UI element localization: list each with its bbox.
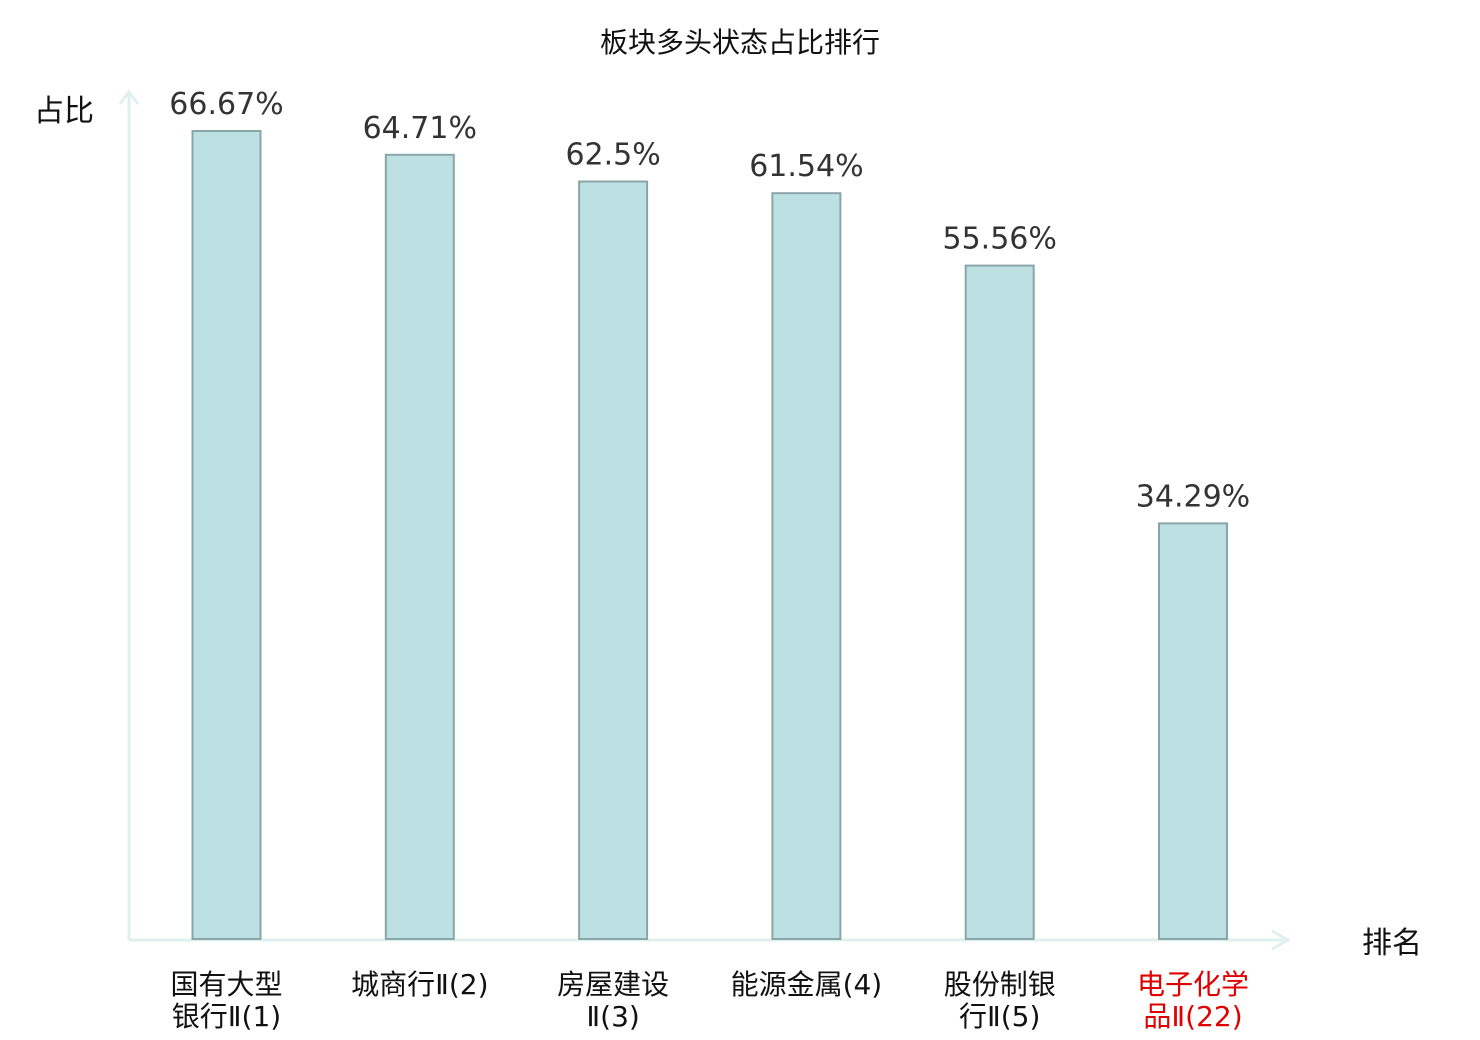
category-labels-group: 国有大型银行Ⅱ(1) 城商行Ⅱ(2) 房屋建设 Ⅱ(3) 能源金属(4) 股份制银行Ⅱ(5… [170, 968, 1249, 1033]
bar-5 [964, 264, 1035, 941]
value-labels-group: 66.67% 64.71% 62.5% 61.54% 55.56% 34.29% [169, 87, 1250, 514]
value-label-5: 55.56% [943, 222, 1057, 257]
category-label-line: 银行Ⅱ(1) [172, 1000, 281, 1033]
category-label-line: 房屋建设 [557, 968, 669, 1001]
category-label-line: 品Ⅱ(22) [1143, 1000, 1242, 1033]
category-label-line: 国有大型 [170, 968, 282, 1001]
value-label-1: 66.67% [169, 87, 283, 122]
value-label-2: 64.71% [363, 111, 477, 146]
category-label-1: 国有大型银行Ⅱ(1) [170, 968, 282, 1033]
category-label-2: 城商行Ⅱ(2) [351, 968, 488, 1001]
bar-6 [1158, 522, 1228, 941]
category-label-line: 行Ⅱ(5) [959, 1000, 1040, 1033]
value-label-3: 62.5% [565, 138, 660, 173]
bars-group [191, 130, 1228, 941]
y-axis-label: 占比 [34, 94, 94, 129]
chart-title: 板块多头状态占比排行 [600, 26, 880, 59]
y-axis-arrow [118, 89, 140, 105]
category-label-line: 股份制银 [944, 968, 1056, 1001]
value-label-4: 61.54% [749, 149, 863, 184]
category-label-5: 股份制银行Ⅱ(5) [944, 968, 1056, 1033]
category-label-line: Ⅱ(3) [586, 1000, 639, 1033]
bar-2 [384, 153, 455, 941]
category-label-line: 城商行Ⅱ(2) [351, 968, 488, 1001]
value-label-6: 34.29% [1136, 479, 1250, 514]
category-label-4: 能源金属(4) [731, 968, 883, 1001]
x-axis-label: 排名 [1362, 926, 1422, 961]
bar-3 [578, 180, 649, 940]
category-label-line: 电子化学 [1137, 968, 1249, 1001]
axes [118, 89, 1292, 951]
x-axis-arrow [1271, 929, 1292, 951]
category-label-line: 能源金属(4) [731, 968, 883, 1001]
bar-4 [771, 192, 842, 940]
bar-1 [191, 130, 262, 940]
category-label-3: 房屋建设 Ⅱ(3) [557, 968, 669, 1033]
category-label-6: 电子化学品Ⅱ(22) [1137, 968, 1249, 1033]
